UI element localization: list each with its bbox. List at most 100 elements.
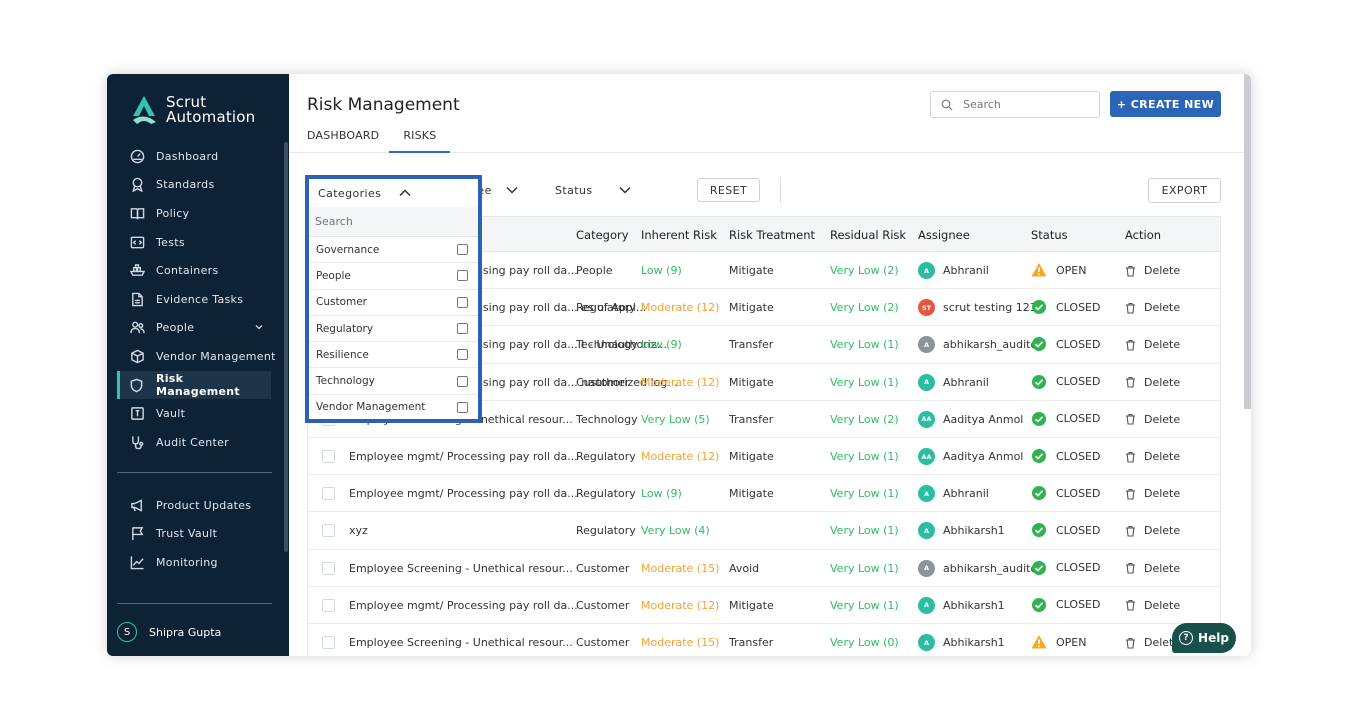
delete-action[interactable]: Delete — [1125, 599, 1180, 612]
dropdown-option[interactable]: People — [309, 263, 478, 290]
row-checkbox[interactable] — [322, 450, 335, 463]
chevron-down-icon[interactable] — [255, 323, 263, 331]
create-new-button[interactable]: + CREATE NEW — [1110, 91, 1221, 117]
dropdown-search-input[interactable] — [315, 215, 465, 228]
delete-action[interactable]: Delete — [1125, 376, 1180, 389]
table-row[interactable]: xyz Regulatory Very Low (4) Very Low (1) A Ab… — [308, 512, 1220, 550]
assignee-name: Abhikarsh1 — [943, 598, 1005, 612]
dashboard-icon — [129, 148, 145, 164]
table-row[interactable]: Employee mgmt/ Processing pay roll da...… — [308, 326, 1220, 364]
check-circle-icon — [1032, 337, 1046, 352]
avatar: AA — [918, 410, 935, 428]
dropdown-option[interactable]: Vendor Management — [309, 395, 478, 422]
user-profile[interactable]: S Shipra Gupta — [117, 622, 221, 642]
row-checkbox[interactable] — [322, 487, 335, 501]
delete-action[interactable]: Delete — [1125, 562, 1180, 575]
sidebar-item-tests[interactable]: Tests — [107, 228, 289, 257]
option-checkbox[interactable] — [457, 296, 468, 308]
sidebar-item-trust-vault[interactable]: Trust Vault — [107, 520, 289, 549]
option-checkbox[interactable] — [457, 244, 468, 256]
delete-action[interactable]: Delete — [1125, 524, 1180, 537]
column-header-inherent-risk[interactable]: Inherent Risk — [641, 228, 717, 242]
megaphone-icon — [129, 497, 145, 513]
column-header-action[interactable]: Action — [1125, 228, 1162, 242]
dropdown-option[interactable]: Governance — [309, 237, 478, 264]
column-header-status[interactable]: Status — [1031, 228, 1068, 242]
dropdown-option[interactable]: Customer — [309, 290, 478, 316]
risk-treatment: Transfer — [729, 636, 774, 649]
sidebar-item-monitoring[interactable]: Monitoring — [107, 548, 289, 577]
main-scrollbar[interactable] — [1244, 74, 1251, 409]
dropdown-option[interactable]: Technology — [309, 368, 478, 395]
reset-button[interactable]: RESET — [697, 178, 760, 202]
sidebar-item-containers[interactable]: Containers — [107, 256, 289, 285]
sidebar-item-people[interactable]: People — [107, 314, 289, 343]
delete-label: Delete — [1144, 338, 1181, 352]
sidebar-item-audit-center[interactable]: Audit Center — [107, 428, 289, 457]
status-text: CLOSED — [1056, 300, 1101, 314]
trash-icon — [1126, 377, 1135, 388]
dropdown-option[interactable]: Regulatory — [309, 316, 478, 343]
sidebar-item-standards[interactable]: Standards — [107, 171, 289, 200]
column-header-risk-treatment[interactable]: Risk Treatment — [729, 228, 816, 242]
risk-treatment: Mitigate — [729, 301, 774, 315]
sidebar-item-policy[interactable]: Policy — [107, 199, 289, 228]
column-header-residual-risk[interactable]: Residual Risk — [830, 228, 907, 242]
sidebar-item-risk-management[interactable]: Risk Management — [117, 370, 271, 400]
help-button[interactable]: ? Help — [1172, 623, 1236, 653]
option-checkbox[interactable] — [457, 349, 468, 361]
dropdown-option[interactable]: Resilience — [309, 342, 478, 369]
sidebar-scrollbar[interactable] — [284, 142, 288, 552]
page-header: Risk Management DASHBOARD RISKS + CREATE… — [289, 74, 1251, 153]
option-checkbox[interactable] — [457, 270, 468, 282]
delete-action[interactable]: Delete — [1125, 450, 1180, 463]
sidebar-item-vendor-management[interactable]: Vendor Management — [107, 342, 289, 371]
delete-action[interactable]: Delete — [1125, 413, 1180, 426]
tab-dashboard[interactable]: DASHBOARD — [307, 129, 380, 142]
table-row[interactable]: Employee Screening - Unethical resour...… — [308, 624, 1220, 656]
residual-risk: Very Low (2) — [830, 301, 899, 315]
residual-risk: Very Low (2) — [830, 412, 899, 426]
residual-risk: Very Low (0) — [830, 636, 899, 649]
table-row[interactable]: Employee mgmt/ Processing pay roll da...… — [308, 475, 1220, 513]
search-icon — [941, 99, 953, 110]
row-checkbox[interactable] — [322, 636, 335, 649]
delete-action[interactable]: Delete — [1125, 301, 1180, 314]
sidebar-item-vault[interactable]: Vault — [107, 399, 289, 428]
categories-filter[interactable]: Categories — [309, 179, 478, 207]
row-checkbox[interactable] — [322, 561, 335, 575]
column-header-assignee[interactable]: Assignee — [918, 228, 970, 242]
status-badge: CLOSED — [1031, 448, 1100, 464]
status-text: CLOSED — [1056, 337, 1101, 351]
risk-treatment: Mitigate — [729, 264, 774, 277]
tab-risks[interactable]: RISKS — [389, 129, 451, 153]
sidebar-item-dashboard[interactable]: Dashboard — [107, 142, 289, 171]
table-row[interactable]: Employee mgmt/ Processing pay roll da...… — [308, 438, 1220, 476]
table-row[interactable]: Employee Screening - Unethical resour...… — [308, 550, 1220, 587]
status-text: CLOSED — [1056, 598, 1101, 612]
sidebar-item-label: Vendor Management — [156, 349, 276, 363]
logo[interactable]: Scrut Automation — [129, 94, 255, 126]
delete-action[interactable]: Delete — [1125, 636, 1180, 649]
export-button[interactable]: EXPORT — [1148, 178, 1221, 203]
search-box[interactable] — [930, 91, 1100, 118]
sidebar-item-product-updates[interactable]: Product Updates — [107, 491, 289, 520]
column-header-category[interactable]: Category — [576, 228, 629, 242]
sidebar-item-evidence-tasks[interactable]: Evidence Tasks — [107, 285, 289, 314]
row-checkbox[interactable] — [322, 598, 335, 612]
delete-action[interactable]: Delete — [1125, 487, 1180, 500]
row-checkbox[interactable] — [322, 524, 335, 538]
option-checkbox[interactable] — [457, 401, 468, 413]
table-row[interactable]: Employee mgmt/ Processing pay roll da...… — [308, 587, 1220, 624]
status-filter[interactable]: Status — [555, 177, 632, 203]
search-input[interactable] — [963, 98, 1083, 111]
chevron-down-icon — [619, 186, 631, 194]
trash-icon — [1126, 302, 1135, 314]
delete-action[interactable]: Delete — [1125, 264, 1180, 277]
option-checkbox[interactable] — [457, 323, 468, 335]
sidebar-item-label: Audit Center — [156, 435, 229, 449]
delete-action[interactable]: Delete — [1125, 338, 1180, 351]
option-checkbox[interactable] — [457, 375, 468, 387]
sidebar-item-label: Policy — [156, 206, 190, 220]
assignee: AA Aaditya Anmol — [918, 448, 1023, 465]
